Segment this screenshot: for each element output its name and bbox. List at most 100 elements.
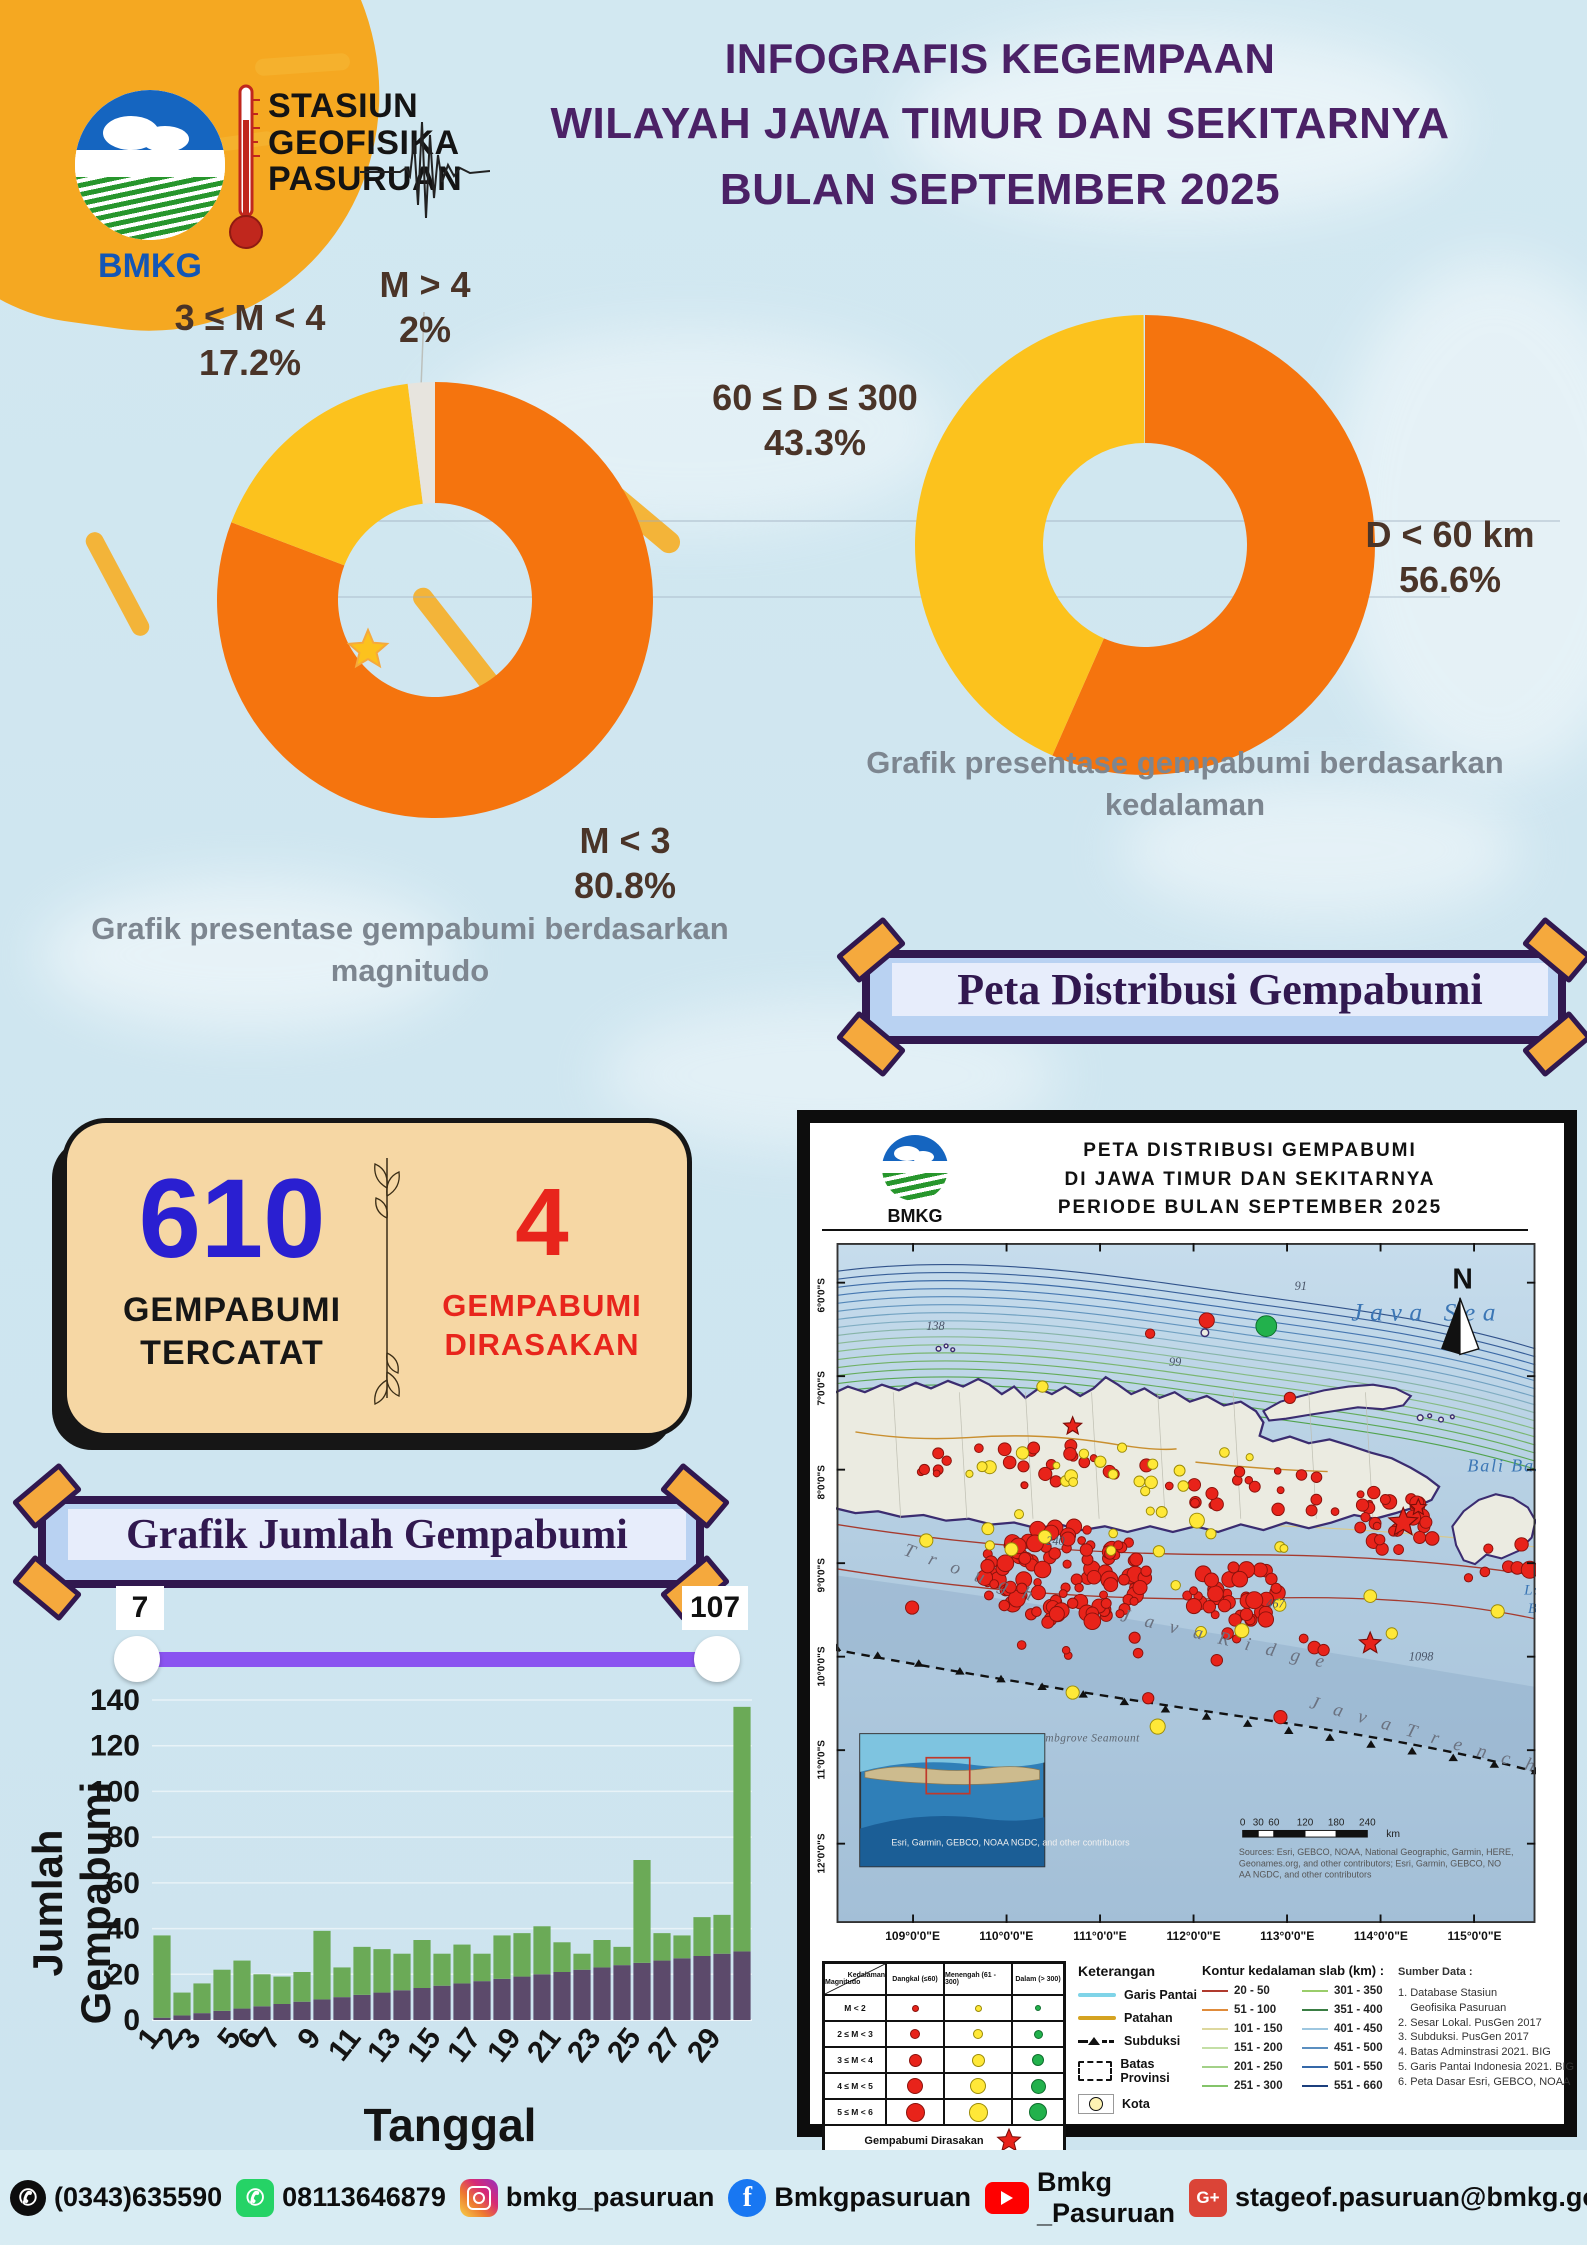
slice-label-mag-mid: 3 ≤ M < 4 17.2% — [174, 297, 326, 383]
y-tick-label: 40 — [107, 1913, 140, 1946]
sumber-item: 3. Subduksi. PusGen 2017 — [1398, 2031, 1529, 2044]
quake-dot-yellow — [1177, 1480, 1190, 1492]
quake-dot-red — [1273, 1710, 1288, 1725]
quake-dot-red — [1049, 1475, 1062, 1488]
lat-tick-label: 12°0'0"S — [816, 1833, 828, 1874]
tape-icon — [11, 1554, 83, 1622]
bar-baseline-day-15 — [433, 1985, 451, 2020]
quake-dot-red — [1041, 1615, 1055, 1629]
slider-min-value: 7 — [116, 1586, 164, 1630]
quake-dot-red — [1305, 1504, 1318, 1517]
matrix-dot-icon — [1030, 2078, 1046, 2094]
slab-contour-line — [836, 1280, 1536, 1366]
contact-email[interactable]: G+ stageof.pasuruan@bmkg.go.id — [1189, 2178, 1587, 2217]
lon-tick-label: 114°0'0"E — [1353, 1929, 1408, 1943]
contour-value-label: 467 — [1266, 1597, 1285, 1611]
bar-baseline-day-5 — [233, 2008, 251, 2020]
matrix-dot-cell — [1012, 2073, 1064, 2099]
bar-baseline-day-25 — [633, 1962, 651, 2020]
lon-tick-label: 112°0'0"E — [1166, 1929, 1221, 1943]
youtube-icon — [984, 2181, 1029, 2214]
contact-instagram[interactable]: bmkg_pasuruan — [459, 2178, 714, 2217]
slab-contour-line — [836, 1312, 1536, 1398]
sumber-item: 4. Batas Adminstrasi 2021. BIG — [1398, 2046, 1551, 2059]
quake-dot-yellow — [919, 1533, 934, 1548]
legend-keterangan: Keterangan Garis Pantai Patahan Subduksi B… — [1078, 1963, 1198, 2114]
bar-count-day-13 — [393, 1953, 411, 1991]
contact-whatsapp[interactable]: ✆ 08113646879 — [236, 2178, 446, 2217]
quake-dot-yellow — [1068, 1477, 1079, 1487]
contact-youtube[interactable]: Bmkg _Pasuruan — [984, 2167, 1175, 2229]
contact-phone[interactable]: ✆ (0343)635590 — [10, 2179, 222, 2216]
kontur-item: 151 - 200 — [1202, 2042, 1292, 2054]
magnitude-donut-chart — [216, 381, 653, 818]
thermometer-icon — [229, 84, 263, 249]
page-title: INFOGRAFIS KEGEMPAAN WILAYAH JAWA TIMUR … — [550, 35, 1450, 214]
bar-count-day-26 — [653, 1933, 671, 1961]
quake-dot-red — [1129, 1552, 1144, 1567]
quake-dot-yellow — [1078, 1448, 1090, 1459]
bar-baseline-day-26 — [653, 1960, 671, 2020]
quake-dot-red — [1002, 1455, 1017, 1470]
subduction-teeth-icon — [1448, 1753, 1458, 1762]
map-frame — [836, 1243, 1536, 1923]
matrix-row-label: M < 2 — [824, 1995, 886, 2021]
quake-dot-yellow — [1219, 1447, 1230, 1458]
contact-facebook[interactable]: f Bmkgpasuruan — [728, 2178, 971, 2217]
kontur-item: 401 - 450 — [1302, 2023, 1392, 2035]
quake-dot-red — [1020, 1481, 1029, 1490]
slider-handle-min[interactable] — [114, 1636, 160, 1682]
quake-dot-red — [1016, 1582, 1028, 1594]
footer-contact-bar: ✆ (0343)635590 ✆ 08113646879 bmkg_pasuru… — [0, 2150, 1587, 2245]
contour-value-label: 240 — [1046, 1534, 1064, 1548]
quake-dot-yellow — [1145, 1506, 1155, 1516]
matrix-dot-cell — [886, 2099, 944, 2125]
inset-overview-map: Esri, Garmin, GEBCO, NOAA NGDC, and othe… — [859, 1733, 1130, 1868]
quake-dot-red — [1239, 1607, 1254, 1622]
bar-baseline-day-29 — [713, 1953, 731, 2020]
quake-dot-yellow — [1490, 1604, 1505, 1619]
quake-dot-red — [1317, 1643, 1330, 1657]
quake-dot-yellow — [1205, 1528, 1217, 1540]
quake-dot-red — [1060, 1531, 1076, 1547]
y-tick-label: 120 — [90, 1730, 140, 1763]
lon-tick-label: 110°0'0"E — [979, 1929, 1034, 1943]
quake-dot-red — [1233, 1466, 1246, 1478]
slab-contour-line — [836, 1523, 1536, 1577]
matrix-row-label: 2 ≤ M < 3 — [824, 2021, 886, 2047]
quake-dot-red — [1061, 1645, 1071, 1655]
x-tick-label: 25 — [601, 2022, 648, 2069]
matrix-dot-icon — [973, 2029, 983, 2039]
quake-dot-red — [1221, 1627, 1234, 1640]
y-tick-label: 80 — [107, 1821, 140, 1854]
matrix-dot-cell — [944, 2073, 1012, 2099]
range-slider-track[interactable] — [138, 1652, 718, 1667]
matrix-dot-cell — [886, 2021, 944, 2047]
leaf-divider-icon — [374, 1158, 400, 1405]
quake-dot-red — [1483, 1543, 1494, 1554]
matrix-dot-icon — [910, 2029, 920, 2039]
x-tick-label: 27 — [641, 2022, 688, 2069]
quake-dot-red — [997, 1442, 1012, 1457]
quake-dot-red — [1273, 1467, 1282, 1475]
subduction-teeth-icon — [1160, 1704, 1171, 1713]
quake-dot-red — [1164, 1481, 1174, 1491]
donut-slice-60-D-300 — [914, 315, 1145, 756]
matrix-dot-icon — [907, 2078, 923, 2094]
x-tick-label: 11 — [322, 2022, 368, 2067]
felt-legend-label: Gempabumi Dirasakan — [864, 2135, 984, 2147]
quake-dot-red — [1074, 1583, 1084, 1593]
matrix-dot-cell — [1012, 1995, 1064, 2021]
matrix-dot-icon — [1029, 2103, 1047, 2121]
slider-handle-max[interactable] — [694, 1636, 740, 1682]
bar-baseline-day-28 — [693, 1956, 711, 2020]
quake-dot-red — [1354, 1521, 1367, 1534]
quake-dot-red — [1017, 1460, 1030, 1473]
map-title: PETA DISTRIBUSI GEMPABUMI DI JAWA TIMUR … — [1057, 1140, 1443, 1218]
quake-dot-red — [905, 1600, 920, 1615]
quake-dot-red — [1062, 1559, 1072, 1569]
map-bmkg-logo: BMKG — [850, 1135, 980, 1227]
quake-dot-red — [1144, 1328, 1156, 1339]
quake-dot-yellow — [965, 1469, 974, 1478]
